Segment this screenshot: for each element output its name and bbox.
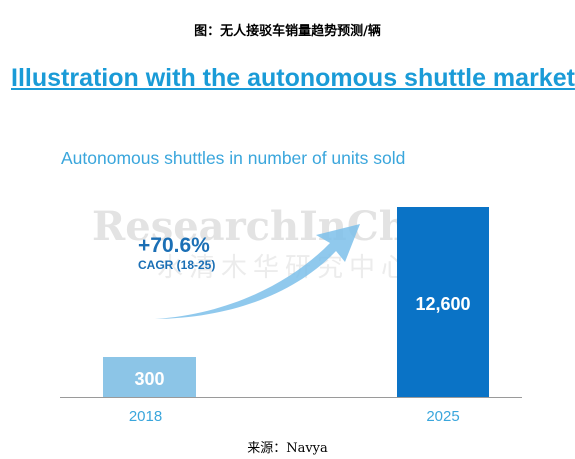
bar-value-label-2025: 12,600 [415,294,470,314]
watermark-chinese: 水清木华研究中心 [157,253,413,283]
source-note: 来源：Navya [247,441,328,456]
x-tick-label-2018: 2018 [129,408,162,425]
growth-arrow [155,224,360,319]
headline: Illustration with the autonomous shuttle… [11,64,575,92]
bar-value-label-2018: 300 [134,369,164,389]
figure-caption: 图：无人接驳车销量趋势预测/辆 [194,24,381,39]
cagr-callout: +70.6% CAGR (18-25) [138,235,215,273]
bar-2018 [103,357,196,397]
chart-title: Autonomous shuttles in number of units s… [61,148,406,168]
cagr-label: CAGR (18-25) [138,258,216,272]
cagr-value: +70.6% [138,234,210,257]
bar-2025 [397,207,489,397]
x-tick-label-2025: 2025 [426,408,459,425]
